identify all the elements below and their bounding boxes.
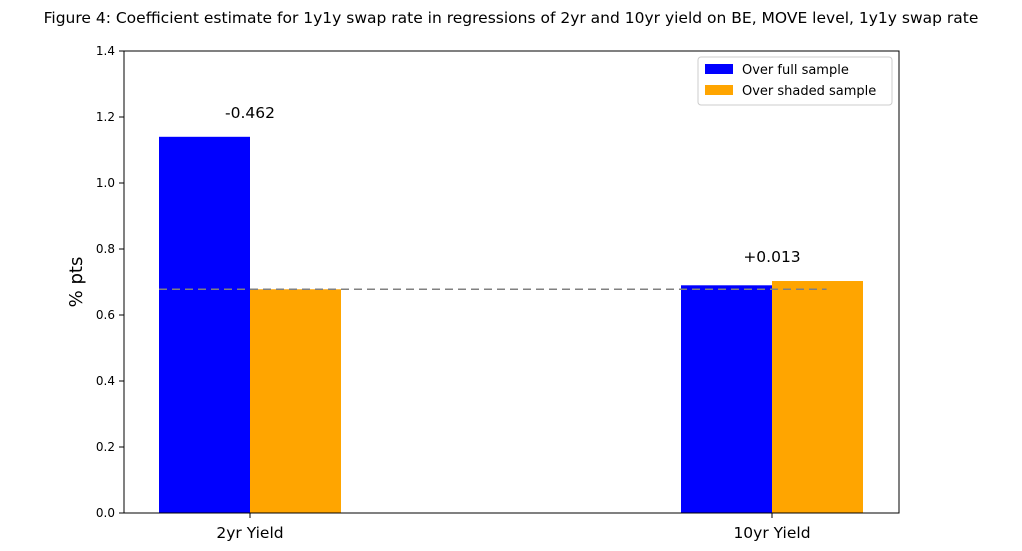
bar-full-0 bbox=[159, 136, 250, 514]
y-tick-label: 0.2 bbox=[96, 440, 115, 454]
x-tick-label: 10yr Yield bbox=[733, 524, 810, 542]
annotation-label: +0.013 bbox=[743, 248, 800, 266]
annotations-group: -0.462 +0.013 bbox=[225, 104, 801, 266]
legend-swatch-full bbox=[705, 64, 733, 74]
y-tick-label: 1.2 bbox=[96, 110, 115, 124]
bar-full-1 bbox=[681, 285, 772, 513]
legend-label-full: Over full sample bbox=[742, 63, 849, 78]
x-axis-ticks: 2yr Yield 10yr Yield bbox=[216, 513, 811, 542]
y-axis-ticks: 0.0 0.2 0.4 0.6 0.8 1.0 1.2 1.4 bbox=[96, 44, 124, 520]
y-tick-label: 0.0 bbox=[96, 506, 115, 520]
y-tick-label: 0.6 bbox=[96, 308, 115, 322]
legend-label-shaded: Over shaded sample bbox=[742, 84, 876, 99]
x-tick-label: 2yr Yield bbox=[216, 524, 283, 542]
y-tick-label: 1.4 bbox=[96, 44, 115, 58]
bar-shaded-0 bbox=[250, 289, 341, 513]
y-tick-label: 0.8 bbox=[96, 242, 115, 256]
y-tick-label: 0.4 bbox=[96, 374, 115, 388]
legend-frame bbox=[697, 56, 893, 106]
legend-swatch-shaded bbox=[705, 85, 733, 95]
y-tick-label: 1.0 bbox=[96, 176, 115, 190]
bar-shaded-1 bbox=[772, 281, 863, 513]
annotation-label: -0.462 bbox=[225, 104, 275, 122]
legend: Over full sample Over shaded sample bbox=[697, 56, 893, 106]
plot-frame bbox=[123, 50, 900, 514]
chart-title: Figure 4: Coefficient estimate for 1y1y … bbox=[44, 9, 979, 27]
y-axis-label: % pts bbox=[66, 257, 87, 308]
bars-group bbox=[159, 136, 863, 514]
